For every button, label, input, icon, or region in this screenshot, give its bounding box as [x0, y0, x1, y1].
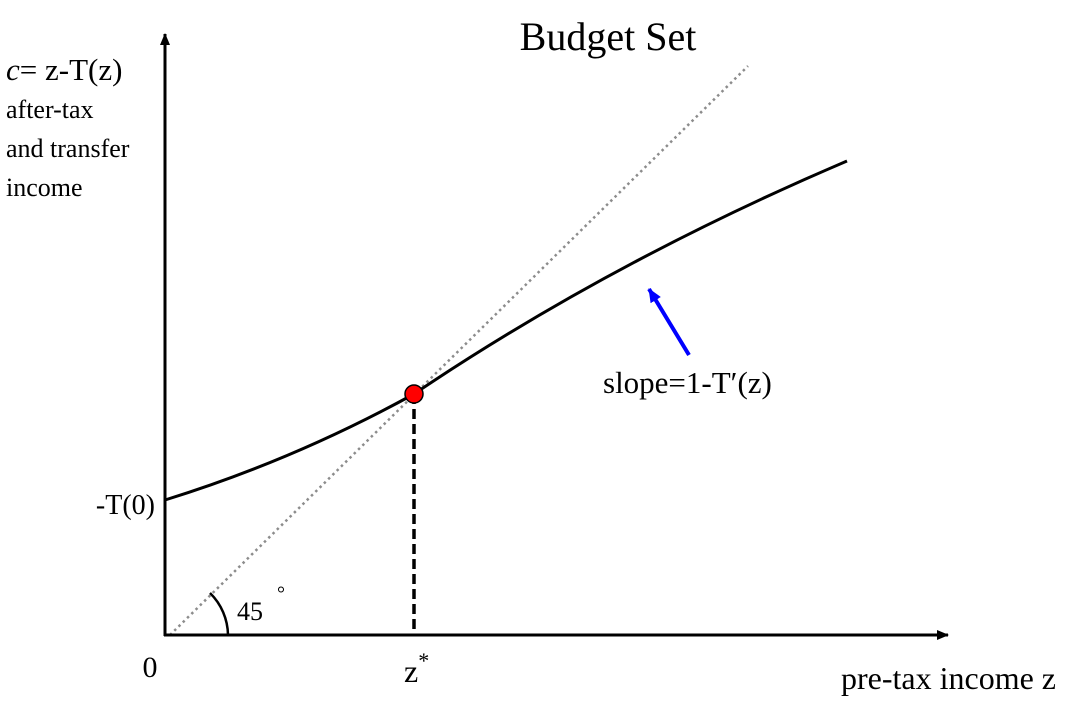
slope-label: slope=1-T′(z)	[603, 365, 772, 400]
origin-label: 0	[143, 651, 158, 684]
angle-degree-mark: °	[277, 583, 285, 605]
angle-arc	[209, 592, 230, 636]
diagram-title: Budget Set	[520, 14, 697, 59]
y-axis-formula-rest: = z-T(z)	[20, 52, 123, 87]
break-even-label-sup: *	[418, 648, 429, 673]
slope-arrow	[647, 287, 691, 357]
break-even-point	[404, 384, 424, 404]
line-45-degree	[169, 65, 749, 636]
y-axis-description-line-3: income	[6, 173, 83, 202]
y-axis-description-line-1: after-tax	[6, 95, 94, 124]
y-axis-description-line-2: and transfer	[6, 134, 130, 163]
break-even-label-base: z	[404, 653, 418, 689]
intercept-label: -T(0)	[96, 490, 155, 521]
angle-label: 45	[237, 597, 263, 626]
x-axis-label: pre-tax income z	[841, 660, 1056, 696]
y-axis-variable: c	[6, 52, 20, 87]
budget-curve	[164, 159, 848, 502]
y-axis-formula: c= z-T(z)	[6, 52, 122, 87]
break-even-label: z*	[404, 648, 429, 689]
